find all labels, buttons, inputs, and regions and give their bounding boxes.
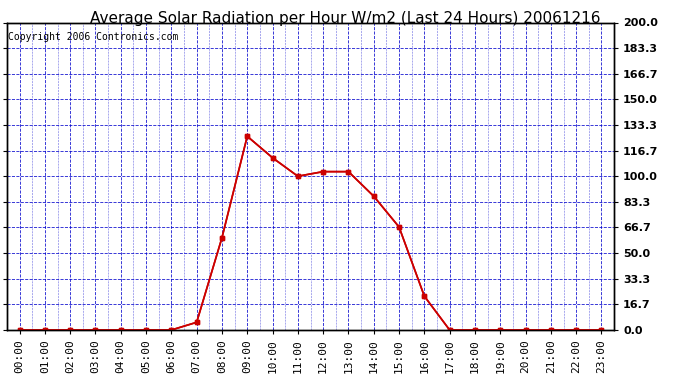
Text: Copyright 2006 Contronics.com: Copyright 2006 Contronics.com — [8, 32, 179, 42]
Text: Average Solar Radiation per Hour W/m2 (Last 24 Hours) 20061216: Average Solar Radiation per Hour W/m2 (L… — [90, 11, 600, 26]
